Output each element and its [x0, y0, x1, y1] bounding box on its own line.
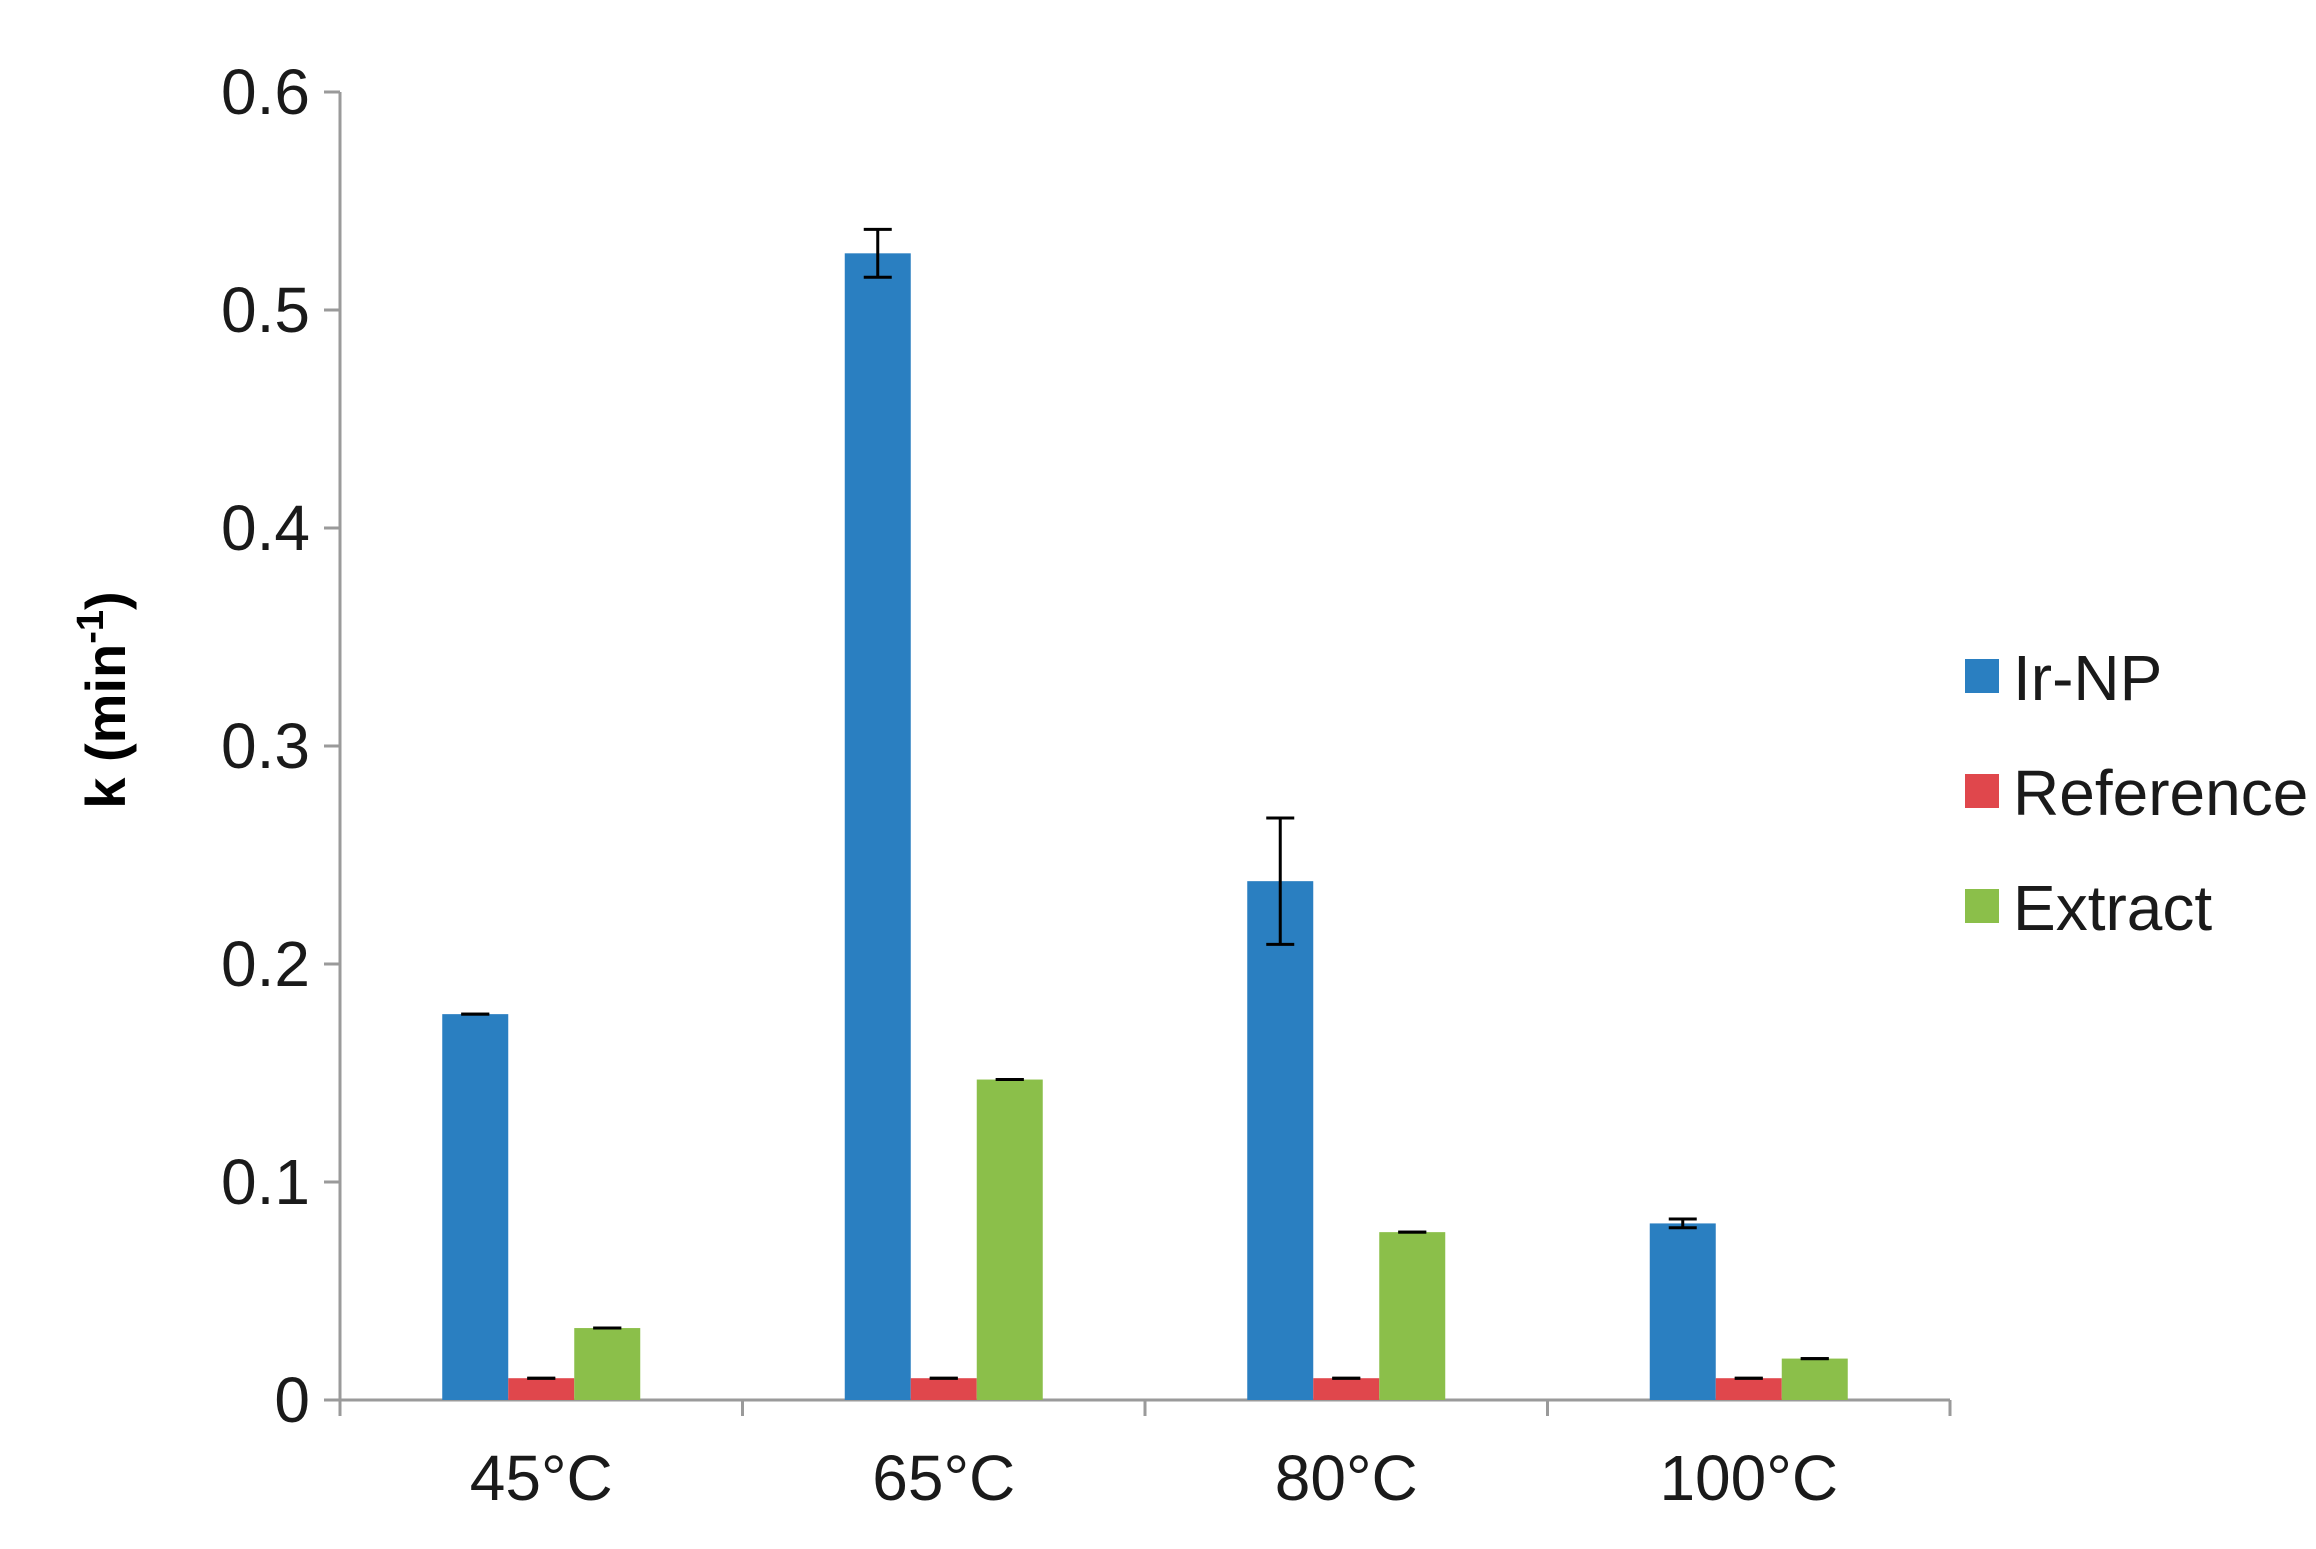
- bar: [574, 1328, 641, 1400]
- bar: [1715, 1378, 1782, 1400]
- y-axis-label: k (min-1): [70, 591, 137, 808]
- legend-label: Ir-NP: [2013, 642, 2162, 714]
- x-axis: 45°C 65°C 80°C 100°C: [338, 1398, 1952, 1514]
- bar: [442, 1014, 509, 1400]
- bar: [844, 253, 911, 1400]
- y-tick-label: 0.5: [221, 274, 310, 346]
- x-tick-label: 65°C: [872, 1442, 1015, 1514]
- bars: [442, 253, 1848, 1400]
- bar: [1781, 1358, 1848, 1400]
- y-tick-label: 0.1: [221, 1146, 310, 1218]
- bar: [1649, 1223, 1716, 1400]
- legend-swatch: [1965, 659, 1999, 693]
- legend-swatch: [1965, 889, 1999, 923]
- bar: [976, 1079, 1043, 1400]
- y-axis-label-main: k (min: [74, 644, 137, 809]
- x-tick-label: 80°C: [1275, 1442, 1418, 1514]
- y-tick-label: 0.6: [221, 56, 310, 128]
- bar: [1313, 1378, 1380, 1400]
- bar: [910, 1378, 977, 1400]
- legend-label: Extract: [2013, 872, 2212, 944]
- x-tick-label: 100°C: [1659, 1442, 1838, 1514]
- y-tick-label: 0: [274, 1364, 310, 1436]
- y-axis-label-superscript: -1: [70, 610, 112, 644]
- legend-swatch: [1965, 774, 1999, 808]
- bar: [1247, 881, 1314, 1400]
- y-axis: 0 0.1 0.2 0.3 0.4 0.5 0.6: [221, 56, 342, 1436]
- y-axis-label-close: ): [74, 591, 137, 610]
- bar: [1379, 1232, 1446, 1400]
- error-bars: [461, 227, 1829, 1380]
- y-tick-label: 0.2: [221, 928, 310, 1000]
- y-tick-label: 0.3: [221, 710, 310, 782]
- legend: Ir-NP Reference Extract: [1965, 642, 2308, 944]
- x-tick-label: 45°C: [470, 1442, 613, 1514]
- y-tick-label: 0.4: [221, 492, 310, 564]
- legend-label: Reference: [2013, 757, 2308, 829]
- bar: [508, 1378, 575, 1400]
